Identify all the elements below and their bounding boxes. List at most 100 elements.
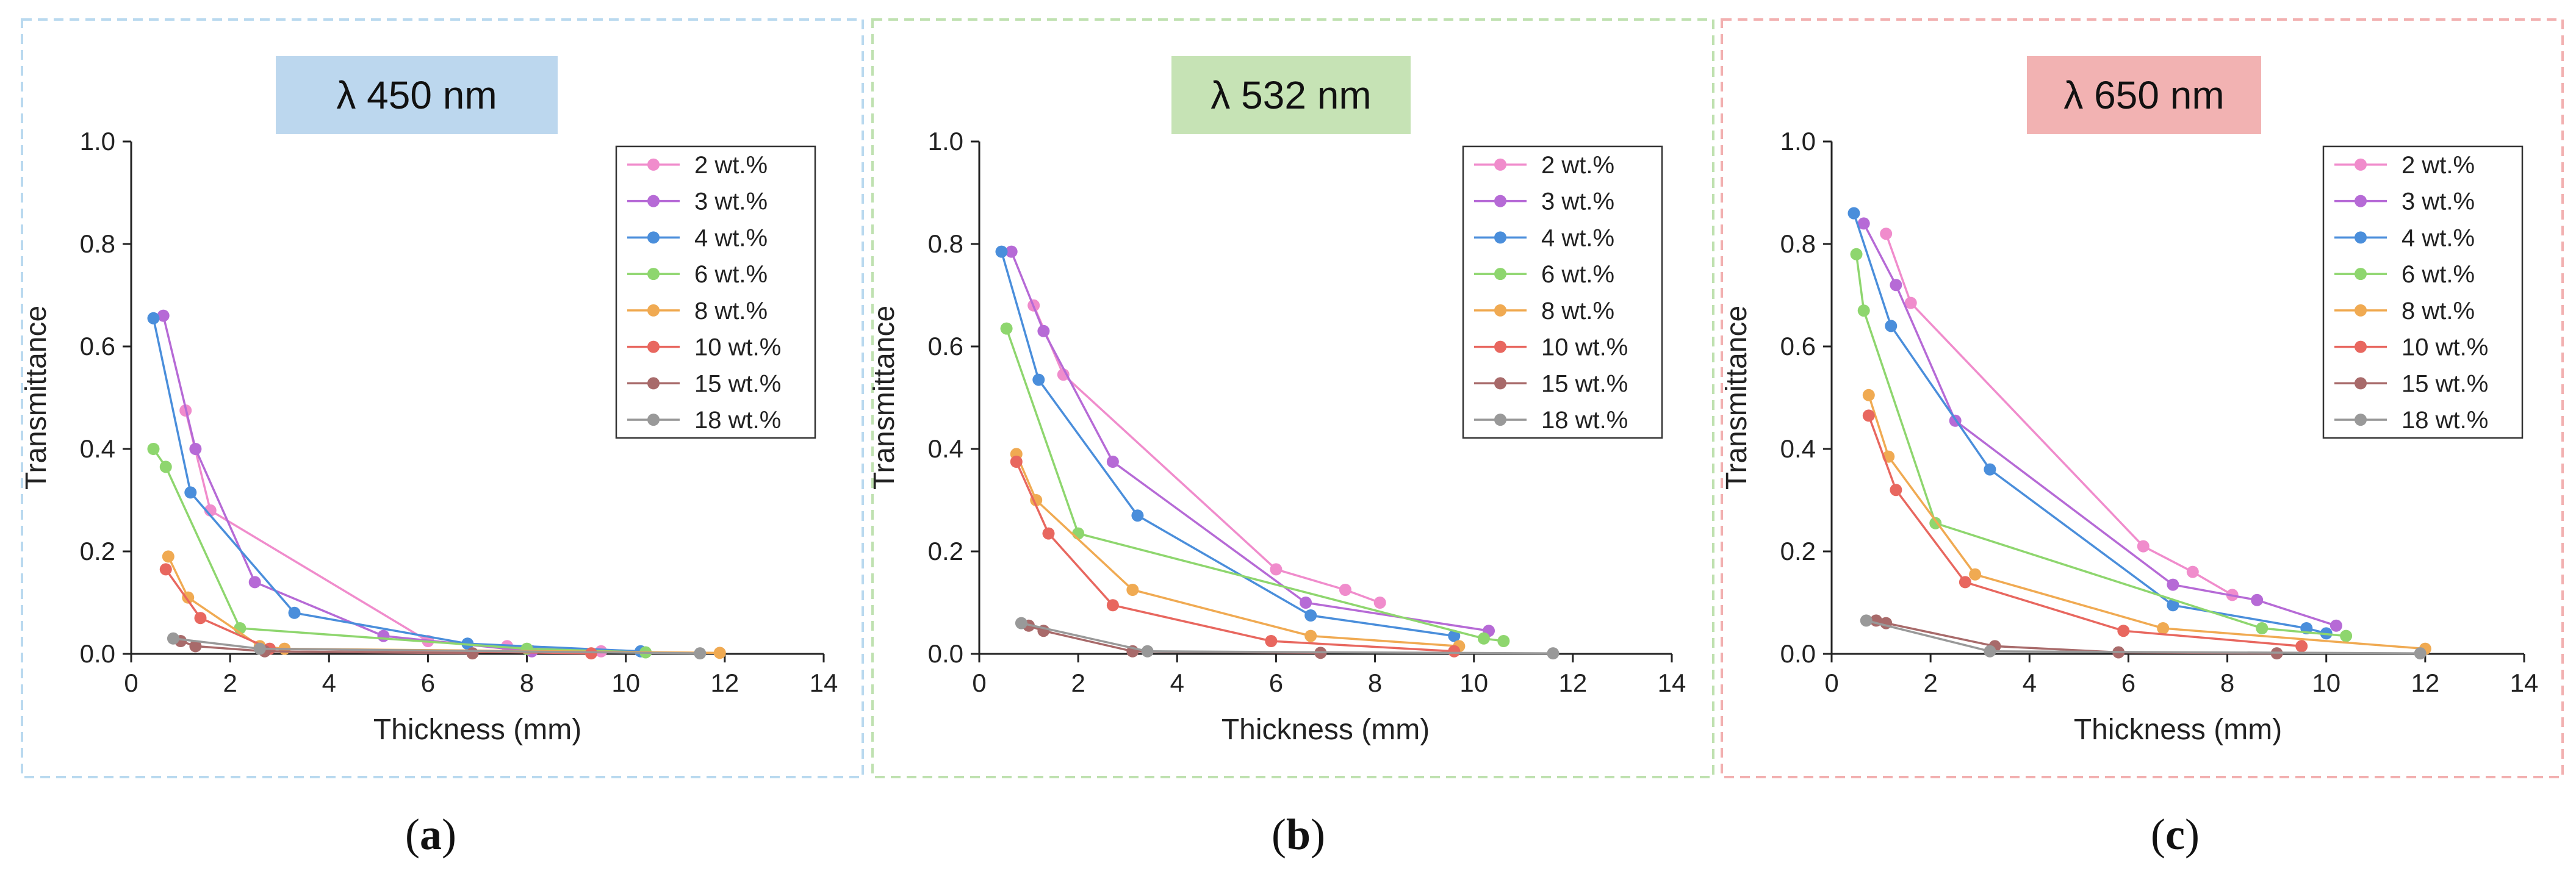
series-line [1000, 251, 1455, 637]
y-tick-label: 0.2 [1780, 537, 1816, 565]
panel-label: (b) [1272, 810, 1325, 859]
data-point [1969, 568, 1982, 581]
x-tick-label: 0 [972, 669, 986, 697]
legend-marker [2355, 268, 2367, 281]
data-point [189, 443, 202, 455]
legend-item: 15 wt.% [1474, 370, 1628, 397]
data-point [248, 576, 261, 589]
x-tick-label: 4 [2023, 669, 2037, 697]
legend-item: 6 wt.% [1474, 261, 1614, 288]
legend-label: 3 wt.% [2402, 188, 2475, 215]
data-point [585, 647, 597, 660]
legend-marker [2355, 231, 2367, 244]
data-point [1304, 629, 1317, 642]
legend-item: 15 wt.% [627, 370, 781, 397]
data-point [1904, 296, 1917, 309]
legend-label: 4 wt.% [1541, 224, 1614, 251]
y-tick-label: 0.4 [80, 434, 115, 463]
panel-label-open: ( [405, 810, 420, 859]
panel-label: (c) [2151, 810, 2200, 859]
x-tick-label: 12 [710, 669, 739, 697]
legend-label: 18 wt.% [1541, 407, 1628, 434]
data-point [1270, 563, 1283, 576]
series-6-wt [147, 443, 652, 659]
legend-label: 15 wt.% [694, 370, 781, 397]
data-point [2157, 622, 2170, 634]
legend-item: 10 wt.% [2334, 334, 2488, 361]
data-point [1862, 409, 1875, 422]
chart-title: λ 650 nm [2063, 73, 2224, 117]
y-tick-label: 0.8 [80, 229, 115, 258]
legend-marker [2355, 414, 2367, 426]
title-box [276, 56, 558, 134]
data-point [1010, 456, 1023, 468]
data-point [1141, 645, 1154, 658]
data-point [2137, 540, 2150, 553]
legend-label: 6 wt.% [2402, 261, 2475, 288]
title-box [1171, 56, 1411, 134]
legend-item: 2 wt.% [627, 152, 768, 179]
legend-label: 8 wt.% [2402, 298, 2475, 324]
data-point [1984, 645, 1996, 658]
data-point [2167, 578, 2179, 591]
legend-item: 8 wt.% [627, 298, 768, 324]
series-line [1885, 233, 2233, 596]
legend-marker [647, 304, 660, 317]
data-point [1304, 609, 1317, 622]
data-point [1131, 509, 1144, 522]
x-tick-label: 2 [1923, 669, 1937, 697]
data-point [466, 647, 479, 660]
legend-item: 18 wt.% [1474, 407, 1628, 434]
y-axis-title: Transmittance [1721, 306, 1753, 490]
legend-item: 3 wt.% [1474, 188, 1614, 215]
y-tick-label: 0.6 [928, 332, 963, 360]
legend-marker [1494, 158, 1506, 171]
legend-label: 2 wt.% [1541, 152, 1614, 179]
legend-box [2322, 145, 2524, 439]
panel-label-close: ) [442, 810, 456, 859]
x-tick-label: 6 [421, 669, 435, 697]
legend-box [1462, 145, 1663, 439]
data-point [2117, 625, 2130, 637]
legend-label: 8 wt.% [1541, 298, 1614, 324]
series-18-wt [1860, 614, 2427, 660]
data-point [1373, 597, 1386, 609]
data-point [1300, 597, 1312, 609]
y-tick-label: 1.0 [80, 127, 115, 156]
legend: 2 wt.% 3 wt.% 4 wt.% 6 wt.% 8 wt.% 10 wt.% 15 … [615, 145, 816, 439]
chart-panel-3: λ 650 nm 0 2 4 6 8 10 12 14 0.0 0.2 0.4 0.6 0.8 1.0 Thi… [1721, 18, 2564, 778]
y-tick-label: 0.0 [1780, 639, 1816, 668]
y-tick-label: 0.8 [928, 229, 963, 258]
data-point [1984, 463, 1996, 476]
legend-label: 4 wt.% [2402, 224, 2475, 251]
y-tick-label: 0.6 [80, 332, 115, 360]
legend-marker [2355, 340, 2367, 353]
x-tick-label: 8 [520, 669, 534, 697]
data-point [1862, 389, 1875, 401]
legend-item: 15 wt.% [2334, 370, 2488, 397]
legend-label: 18 wt.% [694, 407, 781, 434]
legend: 2 wt.% 3 wt.% 4 wt.% 6 wt.% 8 wt.% 10 wt.% 15 … [2322, 145, 2524, 439]
data-point [1890, 484, 1902, 497]
data-point [1265, 635, 1278, 647]
series-line [184, 410, 602, 653]
data-point [2256, 622, 2268, 634]
legend-item: 10 wt.% [1474, 334, 1628, 361]
panel-label-letter: b [1286, 810, 1311, 859]
data-point [2251, 593, 2264, 606]
x-tick-label: 4 [1170, 669, 1184, 697]
legend-marker [647, 340, 660, 353]
data-point [713, 647, 726, 659]
data-point [253, 642, 266, 655]
legend-label: 10 wt.% [2402, 334, 2488, 361]
legend-marker [647, 231, 660, 244]
data-point [182, 591, 195, 604]
legend-label: 15 wt.% [2402, 370, 2488, 397]
data-point [162, 550, 174, 563]
data-point [184, 486, 197, 499]
data-point [2295, 640, 2308, 653]
data-point [1547, 647, 1560, 660]
series-line [162, 315, 532, 653]
y-axis-title: Transmittance [868, 306, 901, 490]
data-point [159, 461, 172, 473]
